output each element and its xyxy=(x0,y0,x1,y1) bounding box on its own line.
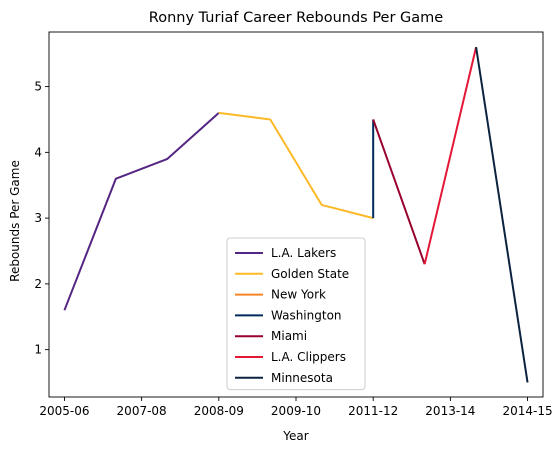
x-tick-label: 2007-08 xyxy=(117,404,167,418)
legend-label: Miami xyxy=(271,329,307,343)
x-tick-label: 2005-06 xyxy=(39,404,89,418)
x-tick-label: 2013-14 xyxy=(425,404,475,418)
legend-label: New York xyxy=(271,288,326,302)
series-line xyxy=(218,111,374,220)
legend-label: Washington xyxy=(271,308,342,322)
legend: L.A. Lakers Golden State New York Washingto… xyxy=(226,237,366,391)
plot-area: 2005-06 2007-08 2008-09 2009-10 2011-12 2013-… xyxy=(34,31,553,418)
legend-box xyxy=(226,237,366,391)
legend-label: Golden State xyxy=(271,267,349,281)
y-tick-label: 2 xyxy=(34,277,42,291)
legend-label: Minnesota xyxy=(271,371,333,385)
x-tick-label: 2011-12 xyxy=(348,404,398,418)
series-line xyxy=(423,46,478,265)
chart-title: Ronny Turiaf Career Rebounds Per Game xyxy=(149,10,443,26)
x-tick-label: 2014-15 xyxy=(502,404,552,418)
y-tick-label: 5 xyxy=(34,80,42,94)
series-line xyxy=(63,112,220,311)
legend-label: L.A. Lakers xyxy=(271,246,336,260)
x-tick-label: 2009-10 xyxy=(271,404,321,418)
y-axis-label: Rebounds Per Game xyxy=(8,160,22,282)
x-tick-label: 2008-09 xyxy=(194,404,244,418)
series-line xyxy=(372,119,426,265)
y-tick-label: 4 xyxy=(34,145,42,159)
y-tick-label: 1 xyxy=(34,343,42,357)
x-axis-label: Year xyxy=(282,429,308,443)
series-line xyxy=(475,46,529,383)
y-tick-label: 3 xyxy=(34,211,42,225)
legend-label: L.A. Clippers xyxy=(271,350,346,364)
